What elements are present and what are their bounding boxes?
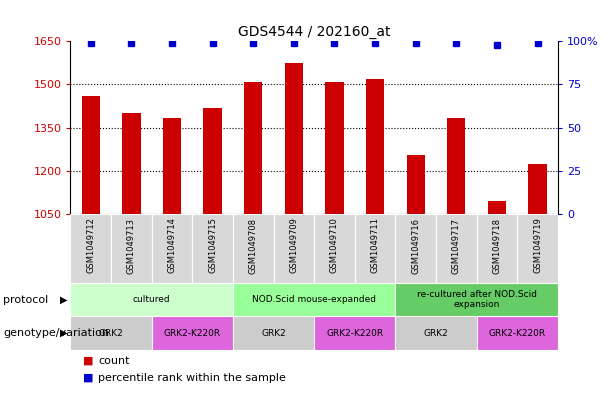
Bar — [355, 214, 395, 283]
Text: GRK2-K220R: GRK2-K220R — [489, 329, 546, 338]
Text: GRK2: GRK2 — [261, 329, 286, 338]
Bar — [284, 63, 303, 214]
Bar — [244, 82, 262, 214]
Text: GSM1049710: GSM1049710 — [330, 218, 339, 274]
Bar — [152, 214, 192, 283]
Bar — [70, 214, 111, 283]
Bar — [395, 316, 477, 350]
Text: GSM1049718: GSM1049718 — [492, 218, 501, 274]
Text: re-cultured after NOD.Scid
expansion: re-cultured after NOD.Scid expansion — [417, 290, 536, 309]
Text: protocol: protocol — [3, 295, 48, 305]
Bar — [436, 214, 477, 283]
Bar — [70, 283, 233, 316]
Bar — [233, 283, 395, 316]
Text: GSM1049709: GSM1049709 — [289, 218, 299, 274]
Text: GRK2-K220R: GRK2-K220R — [164, 329, 221, 338]
Text: GRK2: GRK2 — [424, 329, 448, 338]
Bar — [477, 316, 558, 350]
Bar — [233, 316, 314, 350]
Text: percentile rank within the sample: percentile rank within the sample — [98, 373, 286, 383]
Text: GSM1049708: GSM1049708 — [249, 218, 257, 274]
Text: GSM1049711: GSM1049711 — [371, 218, 379, 274]
Bar — [477, 214, 517, 283]
Bar — [192, 214, 233, 283]
Bar — [163, 118, 181, 214]
Bar — [70, 316, 152, 350]
Text: GSM1049713: GSM1049713 — [127, 218, 136, 274]
Bar — [447, 118, 465, 214]
Text: GRK2: GRK2 — [99, 329, 123, 338]
Text: GSM1049714: GSM1049714 — [167, 218, 177, 274]
Bar — [82, 96, 100, 214]
Text: GSM1049717: GSM1049717 — [452, 218, 461, 274]
Bar — [528, 164, 547, 214]
Bar — [488, 201, 506, 214]
Bar — [314, 316, 395, 350]
Bar — [395, 283, 558, 316]
Text: GSM1049712: GSM1049712 — [86, 218, 95, 274]
Bar — [204, 108, 222, 214]
Text: ▶: ▶ — [60, 295, 67, 305]
Bar — [517, 214, 558, 283]
Text: ■: ■ — [83, 356, 93, 366]
Bar — [122, 113, 140, 214]
Text: NOD.Scid mouse-expanded: NOD.Scid mouse-expanded — [252, 295, 376, 304]
Bar — [152, 316, 233, 350]
Text: ▶: ▶ — [60, 328, 67, 338]
Bar — [406, 155, 425, 214]
Bar — [366, 79, 384, 214]
Text: ■: ■ — [83, 373, 93, 383]
Bar — [314, 214, 355, 283]
Text: cultured: cultured — [133, 295, 170, 304]
Bar — [111, 214, 151, 283]
Text: GRK2-K220R: GRK2-K220R — [326, 329, 383, 338]
Bar — [233, 214, 273, 283]
Text: GSM1049716: GSM1049716 — [411, 218, 420, 274]
Text: count: count — [98, 356, 129, 366]
Text: genotype/variation: genotype/variation — [3, 328, 109, 338]
Bar — [395, 214, 436, 283]
Bar — [326, 82, 344, 214]
Title: GDS4544 / 202160_at: GDS4544 / 202160_at — [238, 25, 390, 39]
Text: GSM1049719: GSM1049719 — [533, 218, 542, 274]
Bar — [273, 214, 314, 283]
Text: GSM1049715: GSM1049715 — [208, 218, 217, 274]
